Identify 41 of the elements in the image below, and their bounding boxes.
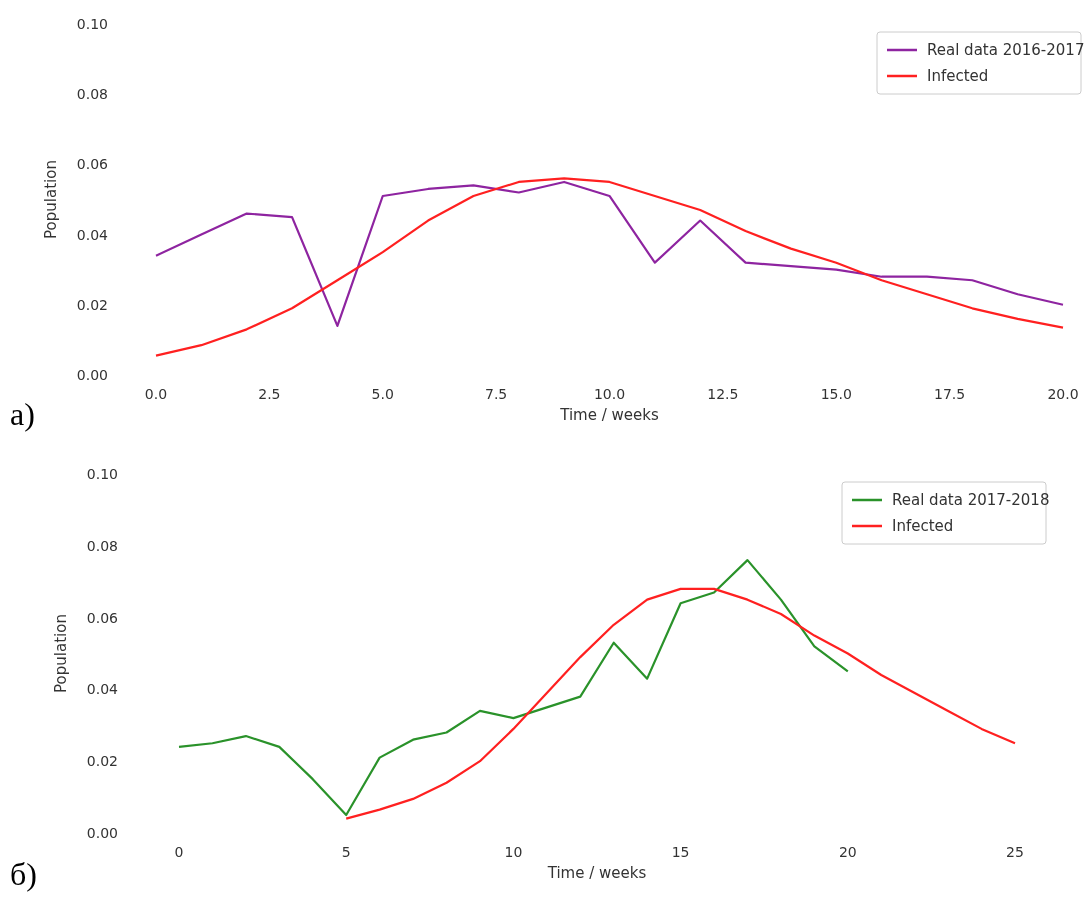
line-series bbox=[177, 559, 849, 817]
y-tick-label: 0.02 bbox=[86, 753, 118, 770]
y-tick-label: 0.08 bbox=[86, 537, 118, 554]
x-tick-label: 5.0 bbox=[371, 386, 394, 402]
text: a) bbox=[10, 396, 35, 432]
line-series bbox=[154, 177, 1065, 357]
x-tick-label: 12.5 bbox=[707, 386, 739, 402]
y-tick-label: 0.08 bbox=[76, 86, 108, 103]
y-tick-label: 0.06 bbox=[86, 609, 119, 626]
y-tick-label: 0.02 bbox=[76, 296, 108, 313]
y-tick-label: 0.00 bbox=[86, 825, 118, 841]
x-tick-label: 10.0 bbox=[593, 386, 626, 402]
legend-label: Real data 2016-2017 bbox=[927, 41, 1085, 59]
y-tick-label: 0.04 bbox=[86, 681, 119, 698]
y-tick-label: 0.10 bbox=[86, 466, 118, 482]
y-tick-label: 0.00 bbox=[76, 367, 108, 383]
x-axis-title: Time / weeks bbox=[559, 406, 659, 424]
x-tick-label: 25 bbox=[1006, 844, 1024, 860]
legend-label: Infected bbox=[892, 517, 954, 535]
x-tick-label: 2.5 bbox=[258, 386, 281, 402]
x-axis-title: Time / weeks bbox=[546, 864, 647, 882]
y-tick-label: 0.06 bbox=[76, 156, 109, 173]
y-tick-label: 0.10 bbox=[76, 16, 108, 32]
x-tick-label: 0 bbox=[174, 844, 184, 860]
y-tick-label: 0.04 bbox=[76, 226, 109, 243]
x-tick-label: 17.5 bbox=[934, 386, 966, 402]
line-series bbox=[154, 180, 1065, 327]
x-tick-label: 0.0 bbox=[144, 386, 168, 402]
y-axis-title: Population bbox=[42, 160, 60, 239]
x-tick-label: 7.5 bbox=[484, 386, 508, 402]
legend-label: Real data 2017-2018 bbox=[892, 491, 1050, 509]
x-tick-label: 5 bbox=[341, 844, 351, 860]
x-tick-label: 20 bbox=[838, 844, 857, 860]
line-series bbox=[345, 587, 1017, 820]
legend-label: Infected bbox=[927, 67, 989, 85]
x-tick-label: 10 bbox=[504, 844, 523, 860]
text: б) bbox=[10, 856, 37, 892]
x-tick-label: 15 bbox=[671, 844, 690, 860]
x-tick-label: 15.0 bbox=[820, 386, 852, 402]
y-axis-title: Population bbox=[52, 614, 70, 693]
x-tick-label: 20.0 bbox=[1047, 386, 1079, 402]
